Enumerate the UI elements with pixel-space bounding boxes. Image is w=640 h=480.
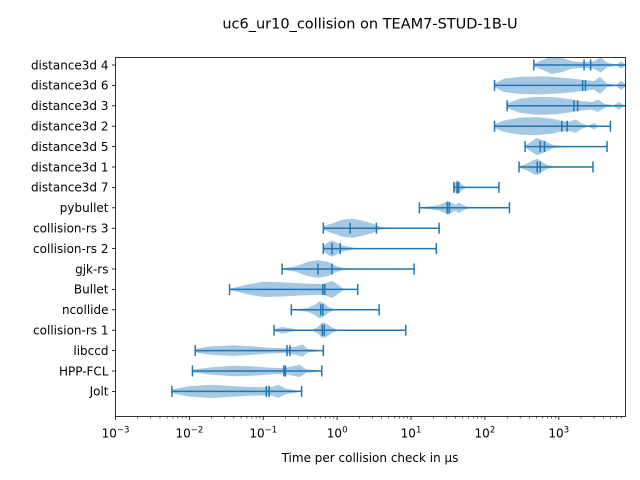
y-tick-label: gjk-rs [75,262,108,276]
violin-distance3d-7 [453,179,500,195]
x-tick-label: 10−2 [175,426,203,441]
violin-distance3d-4 [533,57,626,75]
violin-body [533,57,626,75]
y-tick-label: distance3d 5 [31,140,109,154]
y-tick-label: distance3d 1 [31,160,109,174]
violin-hpp-fcl [191,364,323,378]
x-axis-label: Time per collision check in µs [281,451,459,465]
x-tick-label: 102 [475,426,496,441]
violin-jolt [171,384,303,399]
violin-collision-rs-1 [273,322,407,338]
y-tick-label: libccd [73,344,108,358]
y-tick-label: distance3d 4 [31,58,109,72]
violin-distance3d-3 [506,96,626,115]
chart-title: uc6_ur10_collision on TEAM7-STUD-1B-U [222,17,517,33]
x-tick-label: 103 [548,426,569,441]
y-tick-label: HPP-FCL [59,364,109,378]
y-tick-label: distance3d 7 [31,181,109,195]
y-tick-label: collision-rs 1 [33,324,108,338]
violin-distance3d-1 [518,158,594,176]
y-tick-label: Jolt [89,385,109,399]
x-tick-label: 10−3 [102,426,130,441]
y-tick-label: pybullet [60,201,109,215]
axes-frame [115,57,626,417]
violin-libccd [194,344,325,357]
plot-area [171,57,626,399]
violin-distance3d-5 [524,138,608,156]
violin-distance3d-2 [493,117,612,136]
y-tick-label: collision-rs 2 [33,242,108,256]
violin-gjk-rs [281,259,415,279]
y-tick-label: distance3d 6 [31,79,109,93]
x-ticks: 10−3 10−2 10−1 100 101 102 103 [102,416,622,441]
y-tick-label: ncollide [62,303,109,317]
violin-distance3d-6 [493,76,626,95]
x-tick-label: 10−1 [249,426,277,441]
violin-pybullet [418,200,511,215]
y-tick-label: Bullet [74,283,109,297]
y-tick-label: collision-rs 3 [33,222,108,236]
violin-collision-rs-3 [322,218,440,238]
x-tick-label: 101 [401,426,422,441]
violin-collision-rs-2 [322,240,438,257]
violin-ncollide [290,301,380,319]
x-tick-label: 100 [327,426,348,441]
y-tick-labels: distance3d 4 distance3d 6 distance3d 3 dist… [31,58,116,399]
y-tick-label: distance3d 2 [31,120,109,134]
y-tick-label: distance3d 3 [31,99,109,113]
violin-bullet [228,280,359,298]
